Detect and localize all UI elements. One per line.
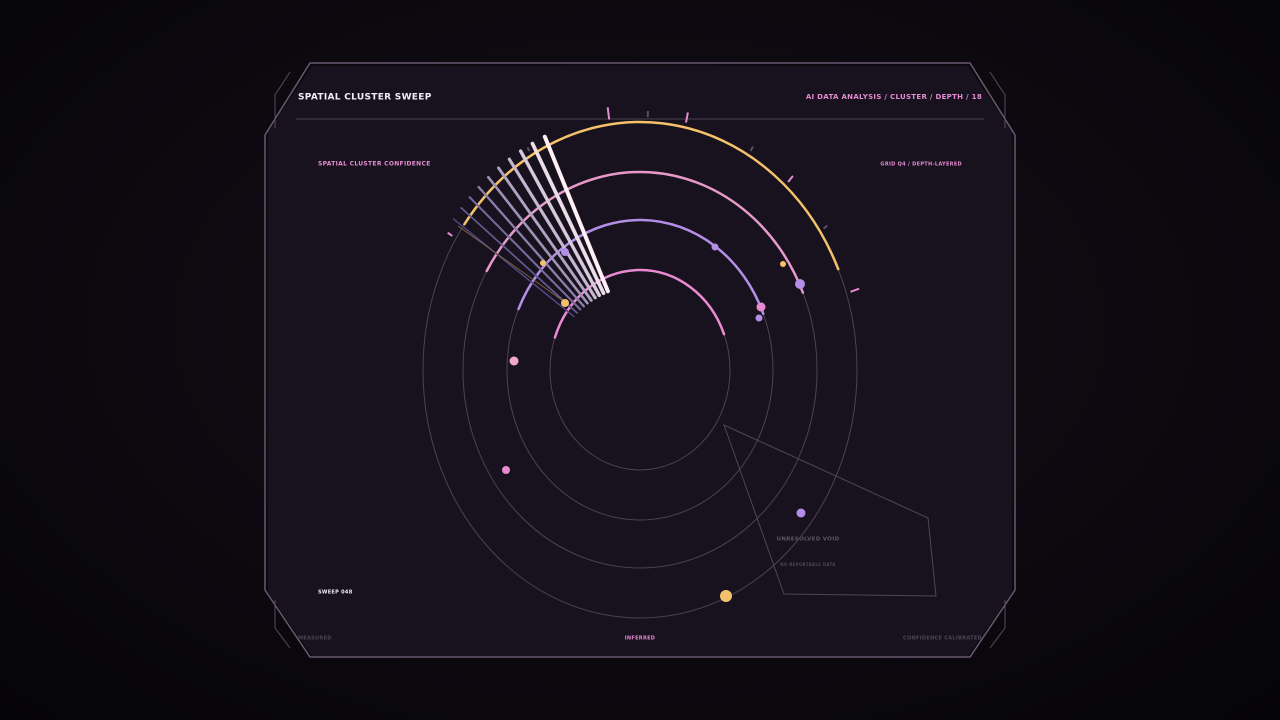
void-note: NO REPORTABLE DATA [780, 562, 836, 567]
sweep-label: SWEEP 048 [318, 590, 353, 596]
outer-frame [264, 62, 1016, 658]
tick [822, 224, 828, 230]
sweep-line [542, 134, 610, 294]
right-label: GRID Q4 / DEPTH-LAYERED [880, 162, 962, 168]
title: SPATIAL CLUSTER SWEEP [298, 93, 432, 103]
tick [685, 112, 689, 123]
frame-corner [989, 600, 1006, 649]
cluster-dot [540, 260, 546, 266]
footer-left: MEASURED [298, 636, 332, 642]
cluster-dot [795, 279, 805, 289]
sweep-guide [457, 225, 567, 304]
sweep-line [460, 207, 578, 314]
frame-corner [274, 600, 291, 649]
void-region [723, 424, 937, 597]
sweep-line [468, 196, 582, 311]
panel-bg [268, 66, 1012, 656]
cluster-dot [755, 314, 763, 322]
void-title: UNRESOLVED VOID [777, 537, 840, 543]
frame-corner [989, 71, 1006, 128]
confidence-arc [517, 218, 765, 316]
sweep-line [477, 185, 585, 308]
cluster-dot [796, 508, 806, 518]
cluster-dot [720, 590, 732, 602]
tick [606, 107, 611, 120]
tick [749, 146, 754, 152]
sweep-line [507, 157, 597, 300]
cluster-dot [502, 466, 510, 474]
cluster-dot [561, 248, 569, 256]
tick [526, 146, 531, 152]
cluster-dot [561, 299, 569, 307]
left-label: SPATIAL CLUSTER CONFIDENCE [318, 161, 431, 168]
cluster-dot [756, 302, 766, 312]
sweep-line [497, 166, 593, 302]
footer-right: CONFIDENCE CALIBRATED [903, 636, 982, 642]
frame-corner [274, 71, 291, 128]
footer-center: INFERRED [625, 636, 656, 642]
confidence-arc [463, 120, 840, 271]
sweep-line [452, 218, 575, 318]
sweep-line [486, 175, 589, 305]
tick [850, 287, 860, 293]
radial-sweep [422, 107, 860, 619]
tick [787, 175, 794, 183]
sweep-line [530, 141, 606, 296]
tick [447, 231, 453, 237]
sweep-line [518, 149, 602, 298]
breadcrumb: AI DATA ANALYSIS / CLUSTER / DEPTH / 18 [806, 93, 982, 101]
cluster-dot [780, 261, 786, 267]
cluster-dot [509, 356, 519, 366]
cluster-dot [711, 243, 719, 251]
